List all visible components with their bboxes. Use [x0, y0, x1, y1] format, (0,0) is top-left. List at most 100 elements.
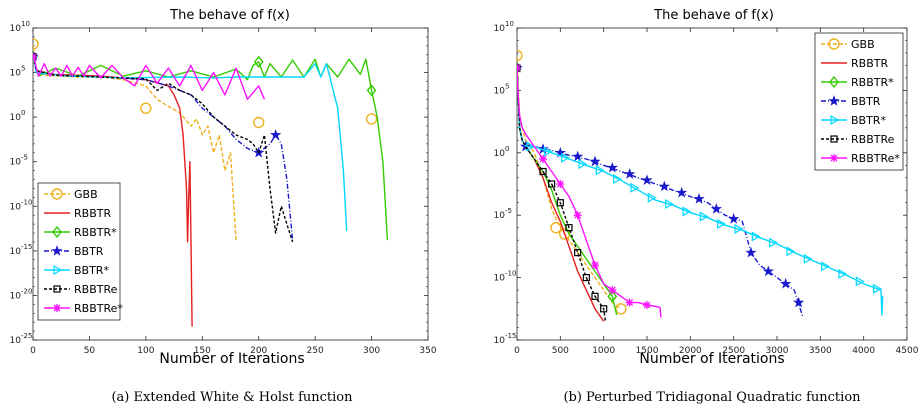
data-point	[606, 161, 618, 173]
legend-label: RBBTR	[851, 57, 888, 70]
data-point	[608, 286, 617, 295]
data-point	[539, 155, 547, 164]
series-layer	[33, 38, 389, 327]
data-point	[595, 165, 605, 176]
data-point	[550, 221, 562, 234]
data-point	[600, 305, 608, 313]
data-point	[33, 52, 37, 61]
y-tick-exponent: -15	[21, 243, 32, 251]
legend-label: RBBTR	[74, 207, 111, 220]
data-point	[556, 180, 565, 188]
y-tick-exponent: -5	[21, 154, 28, 162]
data-point	[53, 285, 61, 293]
data-point	[561, 152, 570, 163]
x-tick-label: 4000	[852, 346, 875, 356]
data-point	[591, 261, 599, 270]
data-point	[556, 199, 564, 207]
data-point	[803, 253, 813, 264]
data-point	[517, 49, 523, 62]
data-point	[828, 95, 840, 106]
data-point	[682, 206, 692, 217]
legend: GBB RBBTR RBBTR* BBTR BBTR* RBBTRe RBBTRe*	[814, 32, 904, 171]
y-tick-label: 10	[494, 86, 506, 96]
legend-label: RBBTRe*	[851, 152, 900, 165]
data-point	[52, 225, 62, 239]
legend-label: BBTR	[74, 245, 104, 258]
data-point	[821, 261, 830, 272]
panel-b: The behave of f(x) 0 500 1000 1500 2000 2500 3…	[494, 8, 919, 405]
x-tick-label: 150	[194, 346, 211, 356]
data-point	[548, 180, 556, 188]
data-point	[526, 141, 536, 152]
y-tick-exponent: -10	[21, 198, 32, 206]
x-tick-label: 2500	[722, 346, 745, 356]
data-point	[769, 237, 778, 248]
y-tick-label: 10	[494, 336, 506, 346]
data-point	[786, 246, 796, 257]
data-point	[793, 296, 805, 308]
chart-title: The behave of f(x)	[169, 8, 290, 23]
y-tick-exponent: 5	[21, 65, 25, 73]
data-point	[565, 224, 573, 232]
x-tick-label: 50	[84, 346, 96, 356]
figure-caption: (a) Extended White & Holst function	[111, 390, 353, 405]
data-point	[607, 290, 618, 303]
x-tick-label: 500	[552, 346, 569, 356]
data-point	[365, 113, 378, 125]
legend-label: BBTR*	[74, 264, 109, 277]
x-tick-label: 200	[250, 346, 267, 356]
data-point	[745, 246, 757, 258]
data-point	[693, 193, 705, 204]
data-point	[543, 146, 553, 157]
legend-label: BBTR	[851, 95, 881, 108]
legend-box	[814, 32, 904, 171]
y-tick-label: 10	[10, 158, 22, 168]
data-point	[830, 114, 840, 126]
data-point	[554, 146, 566, 158]
panel-a: The behave of f(x) 0 50 100 150 200 250 300 350…	[10, 8, 437, 405]
series-layer	[517, 49, 884, 322]
y-tick-exponent: -20	[21, 287, 32, 295]
data-point	[665, 198, 674, 210]
x-tick-label: 350	[419, 346, 436, 356]
series-line-bbtr-star	[517, 67, 884, 316]
y-tick-exponent: -5	[505, 207, 512, 215]
data-point	[366, 84, 377, 97]
data-point	[582, 274, 590, 282]
x-axis-label: Number of Iterations	[159, 351, 304, 367]
data-point	[829, 75, 839, 89]
y-tick-label: 10	[10, 336, 22, 346]
y-tick-label: 10	[494, 149, 506, 159]
data-point	[710, 203, 722, 214]
x-tick-label: 100	[137, 346, 154, 356]
data-point	[624, 168, 636, 179]
data-point	[647, 192, 657, 203]
data-point	[537, 143, 549, 154]
data-point	[630, 182, 640, 193]
legend: GBB RBBTR RBBTR* BBTR BBTR* RBBTRe RBBTRe*	[37, 182, 123, 321]
y-tick-label: 10	[10, 291, 22, 301]
data-point	[51, 188, 63, 200]
chart-title: The behave of f(x)	[653, 8, 774, 23]
y-tick-label: 10	[494, 274, 506, 284]
data-point	[591, 292, 599, 300]
y-tick-exponent: -25	[21, 332, 32, 340]
data-point	[873, 283, 882, 294]
legend-label: RBBTRe	[851, 133, 895, 146]
data-point	[615, 303, 627, 315]
x-tick-label: 0	[30, 346, 36, 356]
data-point	[762, 265, 774, 277]
series-line-rbbtre-star	[517, 67, 662, 318]
x-tick-label: 300	[363, 346, 380, 356]
legend-label: RBBTRe	[74, 283, 118, 296]
data-point	[572, 150, 584, 162]
y-tick-exponent: -10	[505, 270, 516, 278]
legend-label: RBBTR*	[851, 76, 894, 89]
y-tick-label: 10	[494, 24, 506, 34]
series-line-gbb	[33, 43, 237, 242]
y-tick-exponent: 0	[21, 109, 25, 117]
data-point	[830, 135, 838, 143]
y-tick-exponent: 0	[505, 145, 509, 153]
